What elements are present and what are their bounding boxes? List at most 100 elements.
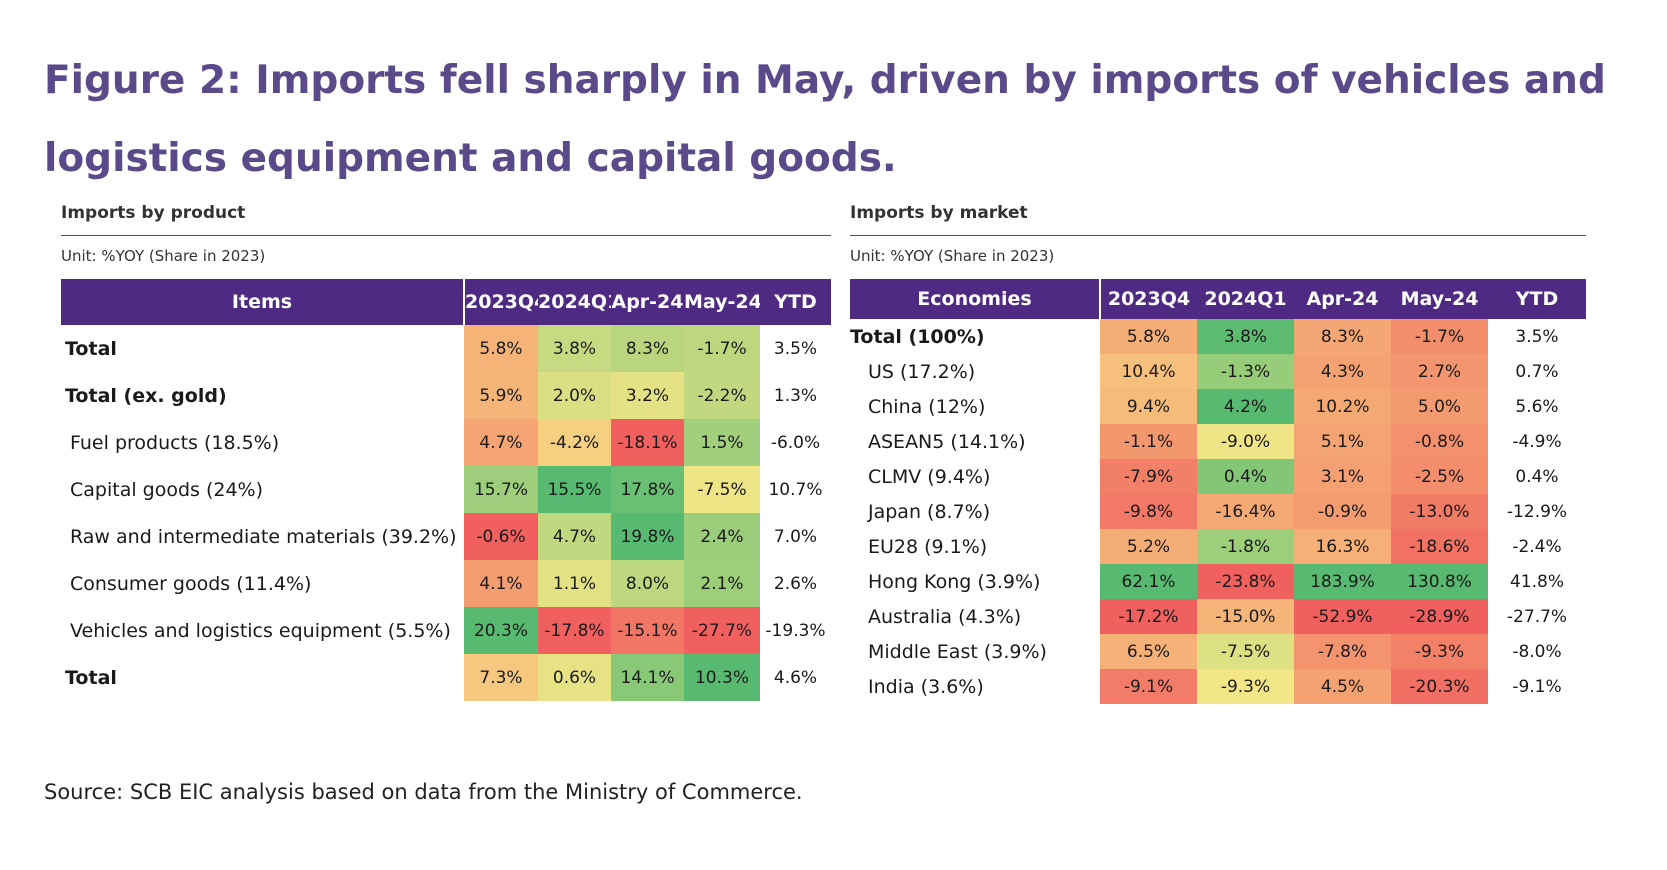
table-row: Japan (8.7%) -9.8% -16.4% -0.9% -13.0% -12.9%	[850, 494, 1586, 529]
data-cell: 2.1%	[684, 560, 760, 607]
data-cell: 17.8%	[611, 466, 684, 513]
data-cell: 10.7%	[768, 479, 823, 500]
data-cell: -27.7%	[684, 607, 760, 654]
data-cell: 2.7%	[1391, 354, 1488, 389]
table-row: ASEAN5 (14.1%) -1.1% -9.0% 5.1% -0.8% -4.9%	[850, 424, 1586, 459]
data-cell: -7.9%	[1100, 459, 1197, 494]
data-cell: 0.4%	[1515, 466, 1559, 487]
data-cell: 1.3%	[773, 385, 818, 406]
table-row: CLMV (9.4%) -7.9% 0.4% 3.1% -2.5% 0.4%	[850, 459, 1586, 494]
row-label: EU28 (9.1%)	[868, 535, 988, 558]
table-row: Total 5.8% 3.8% 8.3% -1.7% 3.5%	[61, 325, 831, 372]
panel-unit: Unit: %YOY (Share in 2023)	[61, 247, 266, 265]
data-cell: 14.1%	[611, 654, 684, 701]
header-ytd: YTD	[1488, 279, 1586, 319]
data-cell: -18.1%	[611, 419, 684, 466]
imports-by-market-table: Economies 2023Q4 2024Q1 Apr-24 May-24 YTD Tot…	[850, 279, 1586, 704]
data-cell: 5.8%	[464, 325, 538, 372]
panel-divider	[61, 235, 831, 236]
row-label: Consumer goods (11.4%)	[70, 572, 312, 595]
header-2024q1: 2024Q1	[1197, 279, 1294, 319]
data-cell: 1.1%	[538, 560, 611, 607]
data-cell: 5.8%	[1100, 319, 1197, 354]
data-cell: 10.4%	[1100, 354, 1197, 389]
data-cell: 9.4%	[1100, 389, 1197, 424]
data-cell: -18.6%	[1391, 529, 1488, 564]
row-label: Raw and intermediate materials (39.2%)	[70, 525, 457, 548]
data-cell: 5.2%	[1100, 529, 1197, 564]
row-label: Australia (4.3%)	[868, 605, 1022, 628]
table-row: Vehicles and logistics equipment (5.5%) 2…	[61, 607, 831, 654]
data-cell: 4.5%	[1294, 669, 1391, 704]
data-cell: -23.8%	[1197, 564, 1294, 599]
data-cell: 3.1%	[1294, 459, 1391, 494]
data-cell: -7.5%	[684, 466, 760, 513]
row-label: Japan (8.7%)	[868, 500, 991, 523]
header-apr-24: Apr-24	[1294, 279, 1391, 319]
row-label: ASEAN5 (14.1%)	[868, 430, 1026, 453]
data-cell: 7.3%	[464, 654, 538, 701]
data-cell: -8.0%	[1512, 641, 1562, 662]
data-cell: -7.5%	[1197, 634, 1294, 669]
data-cell: 5.1%	[1294, 424, 1391, 459]
data-cell: 15.7%	[464, 466, 538, 513]
data-cell: 5.9%	[464, 372, 538, 419]
data-cell: 2.6%	[773, 573, 818, 594]
data-cell: -9.0%	[1197, 424, 1294, 459]
data-cell: 0.4%	[1197, 459, 1294, 494]
data-cell: 6.5%	[1100, 634, 1197, 669]
data-cell: 10.2%	[1294, 389, 1391, 424]
table-row: China (12%) 9.4% 4.2% 10.2% 5.0% 5.6%	[850, 389, 1586, 424]
header-apr-24: Apr-24	[611, 279, 684, 325]
data-cell: 5.6%	[1515, 396, 1559, 417]
row-label: China (12%)	[868, 395, 986, 418]
data-cell: -1.3%	[1197, 354, 1294, 389]
data-cell: -0.8%	[1391, 424, 1488, 459]
data-cell: 16.3%	[1294, 529, 1391, 564]
data-cell: -19.3%	[765, 620, 826, 641]
data-cell: 4.7%	[538, 513, 611, 560]
table-row: Fuel products (18.5%) 4.7% -4.2% -18.1% 1.5%…	[61, 419, 831, 466]
header-may-24: May-24	[684, 279, 760, 325]
table-row: US (17.2%) 10.4% -1.3% 4.3% 2.7% 0.7%	[850, 354, 1586, 389]
data-cell: 4.7%	[464, 419, 538, 466]
row-label: India (3.6%)	[868, 675, 984, 698]
imports-by-product-panel: Imports by product Unit: %YOY (Share in …	[61, 203, 831, 733]
table-row: India (3.6%) -9.1% -9.3% 4.5% -20.3% -9.1%	[850, 669, 1586, 704]
table-row: Total (100%) 5.8% 3.8% 8.3% -1.7% 3.5%	[850, 319, 1586, 354]
header-may-24: May-24	[1391, 279, 1488, 319]
data-cell: 130.8%	[1391, 564, 1488, 599]
data-cell: 4.6%	[773, 667, 818, 688]
data-cell: -9.1%	[1512, 676, 1562, 697]
panel-unit: Unit: %YOY (Share in 2023)	[850, 247, 1055, 265]
data-cell: 4.2%	[1197, 389, 1294, 424]
data-cell: -1.1%	[1100, 424, 1197, 459]
data-cell: 0.6%	[538, 654, 611, 701]
header-2023q4: 2023Q4	[464, 279, 538, 325]
data-cell: 5.0%	[1391, 389, 1488, 424]
data-cell: 3.8%	[1197, 319, 1294, 354]
data-cell: 3.2%	[611, 372, 684, 419]
data-cell: 2.0%	[538, 372, 611, 419]
table-row: Consumer goods (11.4%) 4.1% 1.1% 8.0% 2.1% 2.…	[61, 560, 831, 607]
data-cell: 8.3%	[611, 325, 684, 372]
table-row: Hong Kong (3.9%) 62.1% -23.8% 183.9% 130.8% 4…	[850, 564, 1586, 599]
data-cell: 1.5%	[684, 419, 760, 466]
table-row: Capital goods (24%) 15.7% 15.5% 17.8% -7.5% 1…	[61, 466, 831, 513]
header-label-column: Economies	[850, 279, 1101, 319]
row-label: Fuel products (18.5%)	[70, 431, 280, 454]
data-cell: 62.1%	[1100, 564, 1197, 599]
data-cell: -1.7%	[684, 325, 760, 372]
data-cell: -1.7%	[1391, 319, 1488, 354]
header-2024q1: 2024Q1	[538, 279, 611, 325]
source-note: Source: SCB EIC analysis based on data f…	[44, 780, 803, 804]
data-cell: -0.9%	[1294, 494, 1391, 529]
table-row: Total (ex. gold) 5.9% 2.0% 3.2% -2.2% 1.3%	[61, 372, 831, 419]
table-row: EU28 (9.1%) 5.2% -1.8% 16.3% -18.6% -2.4%	[850, 529, 1586, 564]
row-label: Middle East (3.9%)	[868, 640, 1047, 663]
panel-divider	[850, 235, 1586, 236]
data-cell: -2.5%	[1391, 459, 1488, 494]
header-ytd: YTD	[760, 279, 831, 325]
data-cell: 8.3%	[1294, 319, 1391, 354]
data-cell: 0.7%	[1515, 361, 1559, 382]
